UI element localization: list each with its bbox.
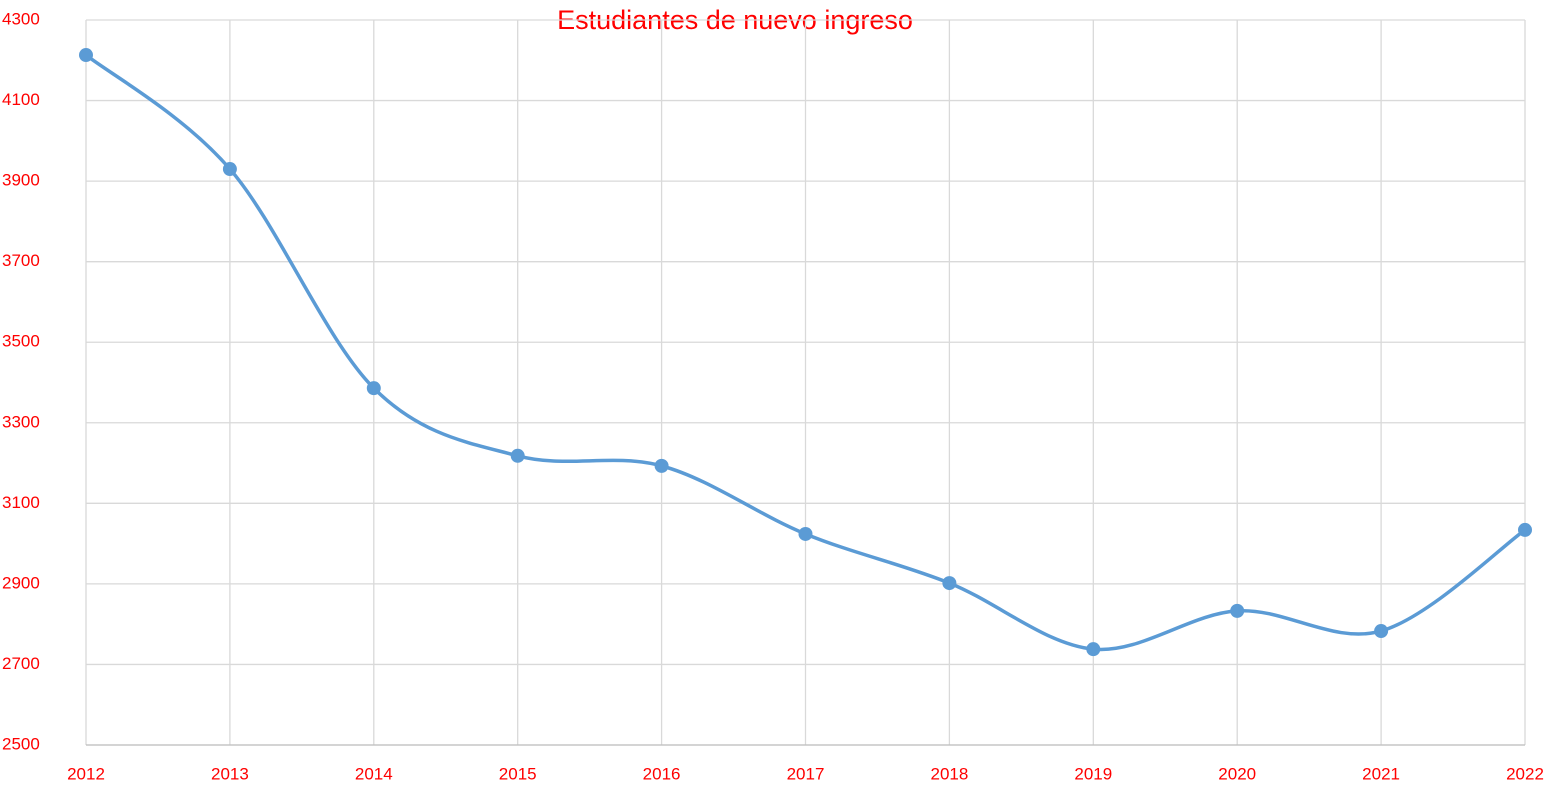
y-tick-label: 3100 [2, 493, 40, 512]
marker [367, 381, 381, 395]
marker [1374, 624, 1388, 638]
chart: Estudiantes de nuevo ingreso 25002700290… [0, 0, 1558, 787]
marker [942, 576, 956, 590]
x-tick-label: 2015 [499, 764, 537, 783]
y-tick-label: 4300 [2, 9, 40, 28]
x-tick-label: 2022 [1506, 764, 1544, 783]
x-tick-label: 2018 [930, 764, 968, 783]
marker [79, 48, 93, 62]
y-tick-label: 3500 [2, 332, 40, 351]
marker [511, 449, 525, 463]
marker [655, 459, 669, 473]
y-tick-label: 2500 [2, 734, 40, 753]
x-tick-label: 2012 [67, 764, 105, 783]
x-tick-label: 2020 [1218, 764, 1256, 783]
marker [799, 527, 813, 541]
x-tick-label: 2014 [355, 764, 393, 783]
x-tick-label: 2019 [1074, 764, 1112, 783]
marker [223, 162, 237, 176]
y-tick-label: 3900 [2, 171, 40, 190]
y-tick-label: 2700 [2, 654, 40, 673]
marker [1518, 523, 1532, 537]
y-tick-label: 4100 [2, 90, 40, 109]
x-tick-label: 2021 [1362, 764, 1400, 783]
x-tick-label: 2016 [643, 764, 681, 783]
y-tick-label: 2900 [2, 573, 40, 592]
marker [1086, 642, 1100, 656]
x-tick-label: 2013 [211, 764, 249, 783]
y-tick-label: 3300 [2, 412, 40, 431]
marker [1230, 604, 1244, 618]
y-tick-label: 3700 [2, 251, 40, 270]
x-tick-label: 2017 [787, 764, 825, 783]
